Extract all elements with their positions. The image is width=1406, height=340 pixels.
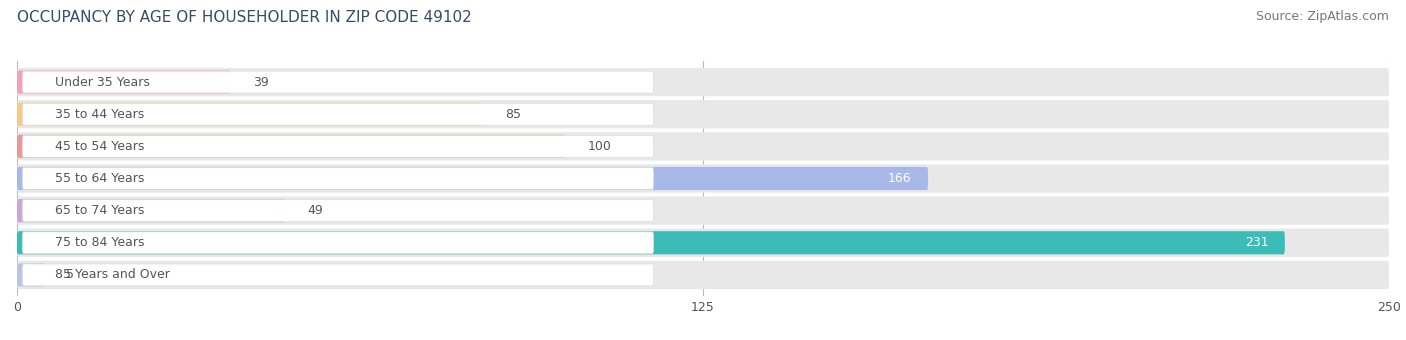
FancyBboxPatch shape — [17, 261, 1389, 289]
Text: 166: 166 — [889, 172, 911, 185]
Text: 231: 231 — [1244, 236, 1268, 249]
FancyBboxPatch shape — [17, 132, 1389, 160]
FancyBboxPatch shape — [17, 135, 565, 158]
Text: 39: 39 — [253, 75, 269, 89]
FancyBboxPatch shape — [17, 68, 1389, 96]
FancyBboxPatch shape — [17, 228, 1389, 257]
Text: Source: ZipAtlas.com: Source: ZipAtlas.com — [1256, 10, 1389, 23]
FancyBboxPatch shape — [17, 197, 1389, 225]
Text: 5: 5 — [66, 268, 75, 282]
FancyBboxPatch shape — [17, 164, 1389, 193]
FancyBboxPatch shape — [17, 100, 1389, 129]
FancyBboxPatch shape — [17, 70, 231, 94]
FancyBboxPatch shape — [22, 168, 654, 189]
FancyBboxPatch shape — [22, 103, 654, 125]
Text: 49: 49 — [308, 204, 323, 217]
FancyBboxPatch shape — [22, 264, 654, 286]
Text: 75 to 84 Years: 75 to 84 Years — [55, 236, 145, 249]
Text: OCCUPANCY BY AGE OF HOUSEHOLDER IN ZIP CODE 49102: OCCUPANCY BY AGE OF HOUSEHOLDER IN ZIP C… — [17, 10, 471, 25]
Text: 85 Years and Over: 85 Years and Over — [55, 268, 170, 282]
Text: 35 to 44 Years: 35 to 44 Years — [55, 108, 145, 121]
Text: 85: 85 — [505, 108, 522, 121]
Text: 45 to 54 Years: 45 to 54 Years — [55, 140, 145, 153]
Text: 65 to 74 Years: 65 to 74 Years — [55, 204, 145, 217]
FancyBboxPatch shape — [22, 135, 654, 157]
FancyBboxPatch shape — [17, 231, 1285, 254]
FancyBboxPatch shape — [22, 200, 654, 222]
FancyBboxPatch shape — [22, 232, 654, 254]
FancyBboxPatch shape — [22, 71, 654, 93]
FancyBboxPatch shape — [17, 167, 928, 190]
Text: 55 to 64 Years: 55 to 64 Years — [55, 172, 145, 185]
FancyBboxPatch shape — [17, 103, 484, 126]
FancyBboxPatch shape — [17, 199, 285, 222]
Text: Under 35 Years: Under 35 Years — [55, 75, 150, 89]
FancyBboxPatch shape — [17, 264, 45, 287]
Text: 100: 100 — [588, 140, 612, 153]
